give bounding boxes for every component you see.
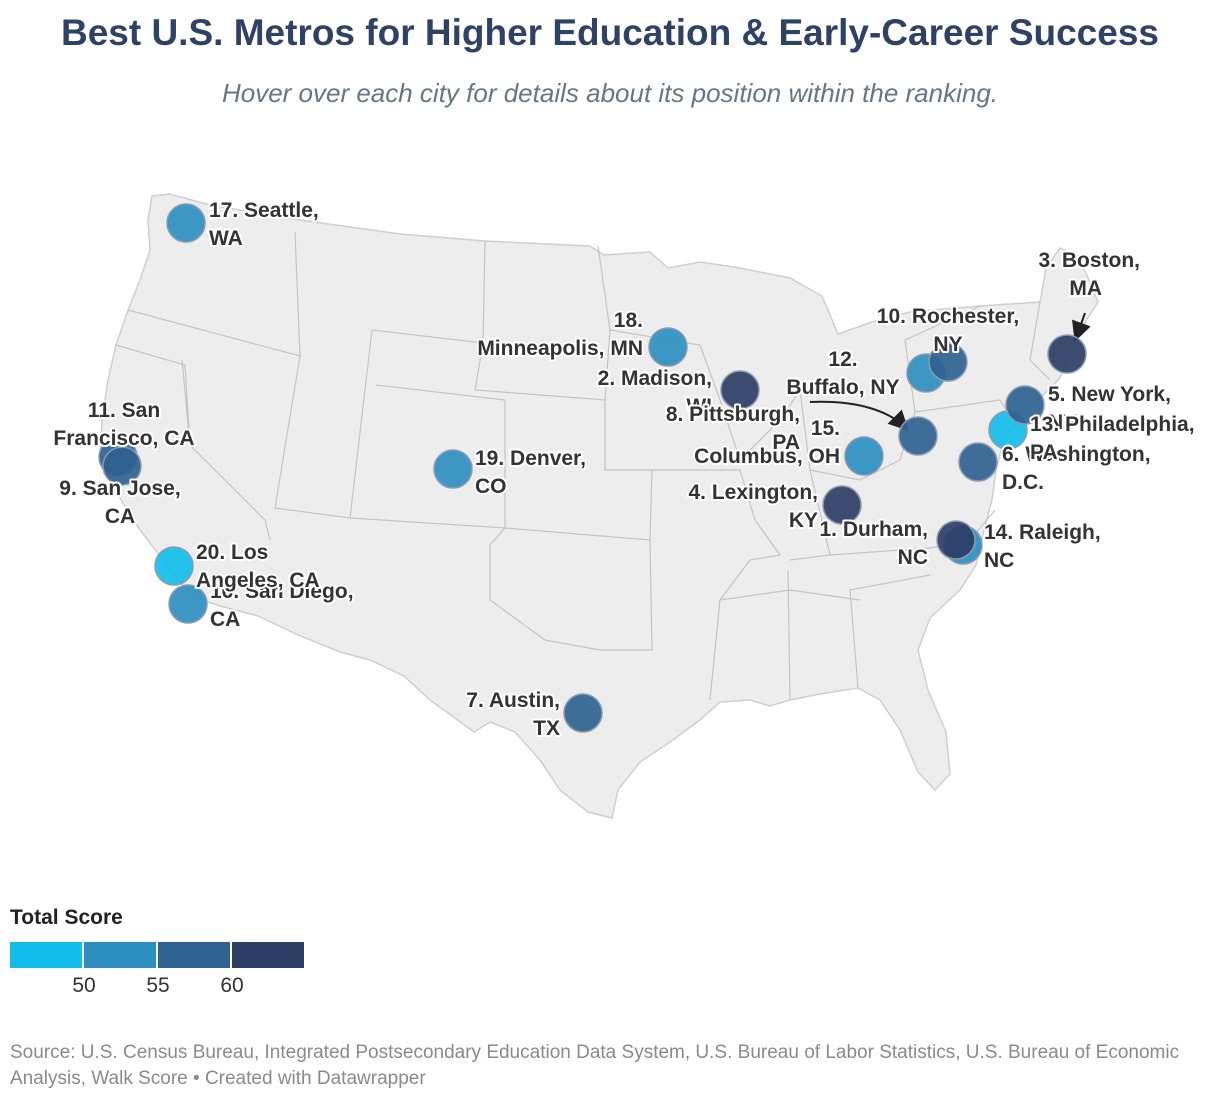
city-label-16-line-2: CA bbox=[210, 608, 240, 631]
city-label-2-line-2: WI bbox=[686, 395, 712, 418]
city-marker-20[interactable] bbox=[154, 546, 194, 586]
city-label-2-line-1: 2. Madison, bbox=[598, 367, 712, 390]
city-marker-15[interactable] bbox=[844, 436, 884, 476]
buffalo-arrow bbox=[809, 400, 909, 431]
city-label-10-line-1: 10. Rochester, bbox=[877, 305, 1019, 328]
legend-tick-50: 50 bbox=[72, 974, 96, 997]
legend-tick-60: 60 bbox=[220, 974, 244, 997]
city-label-18-line-2: Minneapolis, MN bbox=[477, 337, 643, 360]
city-label-7-line-1: 7. Austin, bbox=[466, 689, 560, 712]
city-marker-2[interactable] bbox=[720, 370, 760, 410]
city-marker-18[interactable] bbox=[648, 327, 688, 367]
city-label-4-line-2: KY bbox=[789, 509, 818, 532]
city-label-9-line-1: 9. San Jose, bbox=[59, 477, 180, 500]
city-label-6-line-1: 6. Washington, bbox=[1002, 443, 1151, 466]
legend-swatch-4 bbox=[232, 942, 304, 968]
city-marker-8[interactable] bbox=[898, 416, 938, 456]
city-label-7-line-2: TX bbox=[533, 717, 560, 740]
city-marker-9[interactable] bbox=[102, 446, 142, 486]
city-marker-4[interactable] bbox=[822, 485, 862, 525]
city-label-13-line-1: 13. Philadelphia, bbox=[1030, 413, 1195, 436]
city-label-1-line-1: 1. Durham, bbox=[819, 518, 928, 541]
legend-swatch-2 bbox=[84, 942, 156, 968]
city-label-13-line-2: PA bbox=[1030, 441, 1058, 464]
city-label-12-line-2: Buffalo, NY bbox=[786, 376, 899, 399]
city-label-10-line-2: NY bbox=[933, 333, 962, 356]
legend-tick-55: 55 bbox=[146, 974, 170, 997]
city-label-11-line-2: Francisco, CA bbox=[53, 427, 194, 450]
city-label-1-line-2: NC bbox=[898, 546, 928, 569]
legend-swatch-1 bbox=[10, 942, 82, 968]
city-markers bbox=[98, 203, 1087, 733]
city-label-3-line-2: MA bbox=[1069, 277, 1102, 300]
city-label-5-line-1: 5. New York, bbox=[1048, 383, 1171, 406]
city-label-8-line-1: 8. Pittsburgh, bbox=[666, 403, 800, 426]
city-label-17-line-1: 17. Seattle, bbox=[209, 199, 319, 222]
legend: Total Score 50 55 60 bbox=[10, 906, 310, 1006]
city-label-5-line-2: NY bbox=[1048, 411, 1077, 434]
city-label-15-line-2: Columbus, OH bbox=[694, 445, 840, 468]
city-marker-17[interactable] bbox=[166, 203, 206, 243]
source-note: Source: U.S. Census Bureau, Integrated P… bbox=[10, 1042, 1180, 1089]
legend-swatch-3 bbox=[158, 942, 230, 968]
city-marker-6[interactable] bbox=[958, 442, 998, 482]
city-label-3-line-1: 3. Boston, bbox=[1038, 249, 1140, 272]
city-label-14-line-1: 14. Raleigh, bbox=[984, 521, 1101, 544]
city-marker-10[interactable] bbox=[928, 342, 968, 382]
page-subtitle: Hover over each city for details about i… bbox=[221, 78, 999, 108]
page-title: Best U.S. Metros for Higher Education & … bbox=[60, 12, 1159, 53]
city-label-9-line-2: CA bbox=[105, 505, 135, 528]
legend-title: Total Score bbox=[10, 906, 123, 929]
city-label-4-line-1: 4. Lexington, bbox=[688, 481, 818, 504]
city-label-19-line-2: CO bbox=[475, 475, 507, 498]
city-label-14-line-2: NC bbox=[984, 549, 1014, 572]
city-label-16-line-1: 16. San Diego, bbox=[210, 580, 354, 603]
city-label-12-line-1: 12. bbox=[828, 348, 857, 371]
city-label-6-line-2: D.C. bbox=[1002, 471, 1044, 494]
city-label-20-line-2: Angeles, CA bbox=[196, 569, 320, 592]
boston-arrow bbox=[1072, 312, 1091, 342]
city-label-17-line-2: WA bbox=[209, 227, 243, 250]
city-labels: 1. Durham, NC 2. Madison, WI 3. Boston, MA 4. … bbox=[51, 197, 1196, 742]
city-marker-19[interactable] bbox=[433, 449, 473, 489]
city-label-8-line-2: PA bbox=[772, 431, 800, 454]
city-label-20-line-1: 20. Los bbox=[196, 541, 268, 564]
city-marker-7[interactable] bbox=[563, 693, 603, 733]
city-marker-5[interactable] bbox=[1005, 385, 1045, 425]
city-label-15-line-1: 15. bbox=[811, 417, 840, 440]
city-label-11-line-1: 11. San bbox=[88, 399, 160, 422]
city-marker-16[interactable] bbox=[168, 584, 208, 624]
city-marker-1[interactable] bbox=[936, 520, 976, 560]
city-marker-3[interactable] bbox=[1047, 334, 1087, 374]
city-label-18-line-1: 18. bbox=[614, 309, 643, 332]
city-label-19-line-1: 19. Denver, bbox=[475, 447, 586, 470]
